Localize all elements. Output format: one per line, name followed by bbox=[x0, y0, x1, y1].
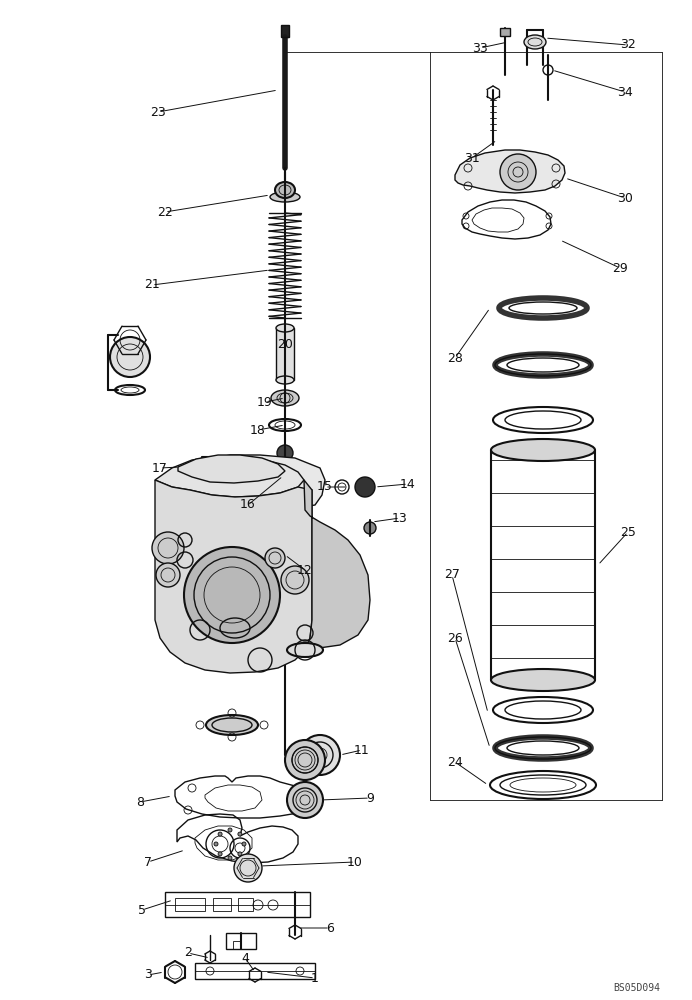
Bar bbox=[233, 941, 241, 949]
Text: 15: 15 bbox=[317, 481, 333, 493]
Circle shape bbox=[152, 532, 184, 564]
Text: 5: 5 bbox=[138, 904, 146, 916]
Ellipse shape bbox=[491, 669, 595, 691]
Text: 19: 19 bbox=[257, 395, 273, 408]
Circle shape bbox=[285, 740, 325, 780]
Text: 21: 21 bbox=[144, 278, 160, 292]
Text: 25: 25 bbox=[620, 526, 636, 538]
Circle shape bbox=[265, 548, 285, 568]
Circle shape bbox=[228, 828, 232, 832]
Circle shape bbox=[355, 477, 375, 497]
Text: 30: 30 bbox=[617, 192, 633, 205]
Circle shape bbox=[184, 547, 280, 643]
Text: 1: 1 bbox=[311, 972, 319, 984]
Bar bbox=[226, 933, 256, 949]
Text: 34: 34 bbox=[617, 86, 633, 99]
Circle shape bbox=[238, 852, 242, 856]
Text: 24: 24 bbox=[447, 756, 463, 768]
Bar bbox=[195, 963, 315, 979]
Text: 11: 11 bbox=[354, 744, 370, 756]
Ellipse shape bbox=[500, 775, 586, 795]
Ellipse shape bbox=[275, 182, 295, 198]
Circle shape bbox=[287, 782, 323, 818]
Text: 12: 12 bbox=[297, 564, 313, 576]
Ellipse shape bbox=[206, 715, 258, 735]
Ellipse shape bbox=[287, 643, 323, 657]
Text: 28: 28 bbox=[447, 352, 463, 364]
Circle shape bbox=[228, 856, 232, 860]
Text: BS05D094: BS05D094 bbox=[613, 983, 660, 993]
Circle shape bbox=[300, 735, 340, 775]
Text: 20: 20 bbox=[277, 338, 293, 352]
Circle shape bbox=[156, 563, 180, 587]
Text: 29: 29 bbox=[612, 261, 628, 274]
Circle shape bbox=[234, 854, 262, 882]
Text: 3: 3 bbox=[144, 968, 152, 982]
Ellipse shape bbox=[524, 35, 546, 49]
Ellipse shape bbox=[491, 439, 595, 461]
Polygon shape bbox=[155, 480, 312, 673]
Bar bbox=[281, 25, 289, 37]
Bar bbox=[500, 28, 510, 36]
Polygon shape bbox=[178, 455, 285, 483]
Text: 26: 26 bbox=[447, 632, 463, 645]
Text: 6: 6 bbox=[326, 922, 334, 934]
Text: 9: 9 bbox=[366, 792, 374, 804]
Text: 14: 14 bbox=[400, 478, 416, 490]
Polygon shape bbox=[455, 150, 565, 193]
Circle shape bbox=[277, 445, 293, 461]
Text: 33: 33 bbox=[472, 41, 488, 54]
Bar bbox=[238, 898, 253, 911]
Text: 10: 10 bbox=[347, 856, 363, 868]
Ellipse shape bbox=[509, 302, 577, 314]
Circle shape bbox=[281, 566, 309, 594]
Text: 18: 18 bbox=[250, 424, 266, 436]
Circle shape bbox=[500, 154, 536, 190]
Text: 32: 32 bbox=[620, 38, 636, 51]
Ellipse shape bbox=[507, 741, 579, 755]
Text: 4: 4 bbox=[241, 952, 249, 964]
Circle shape bbox=[242, 842, 246, 846]
Circle shape bbox=[238, 832, 242, 836]
Ellipse shape bbox=[505, 701, 581, 719]
Bar bbox=[175, 898, 205, 911]
Ellipse shape bbox=[274, 472, 296, 480]
Circle shape bbox=[364, 522, 376, 534]
Text: 13: 13 bbox=[392, 512, 408, 524]
Polygon shape bbox=[155, 457, 304, 497]
Ellipse shape bbox=[276, 376, 294, 384]
Bar bbox=[213, 898, 231, 911]
Text: 7: 7 bbox=[144, 856, 152, 868]
Bar bbox=[276, 328, 294, 380]
Ellipse shape bbox=[270, 192, 300, 202]
Text: 23: 23 bbox=[150, 105, 166, 118]
Ellipse shape bbox=[275, 421, 295, 429]
Polygon shape bbox=[304, 480, 370, 650]
Bar bbox=[165, 892, 310, 917]
Text: 8: 8 bbox=[136, 796, 144, 808]
Circle shape bbox=[218, 852, 222, 856]
Text: 17: 17 bbox=[152, 462, 168, 475]
Circle shape bbox=[110, 337, 150, 377]
Circle shape bbox=[218, 832, 222, 836]
Ellipse shape bbox=[505, 411, 581, 429]
Text: 22: 22 bbox=[157, 206, 173, 219]
Text: 2: 2 bbox=[184, 946, 192, 960]
Ellipse shape bbox=[507, 358, 579, 372]
Circle shape bbox=[214, 842, 218, 846]
Polygon shape bbox=[175, 455, 325, 512]
Text: 31: 31 bbox=[464, 151, 480, 164]
Ellipse shape bbox=[271, 390, 299, 406]
Text: 16: 16 bbox=[240, 498, 256, 512]
Ellipse shape bbox=[276, 324, 294, 332]
Text: 27: 27 bbox=[444, 568, 460, 582]
